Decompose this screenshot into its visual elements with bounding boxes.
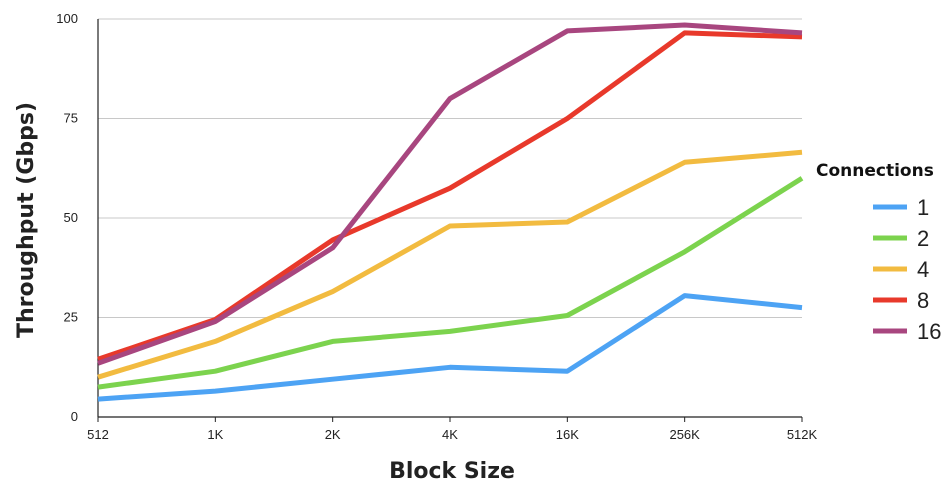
y-tick-label: 75 — [64, 111, 78, 126]
legend-label: 8 — [917, 288, 929, 313]
series-lines — [97, 22, 804, 402]
y-axis-ticks: 0 25 50 75 100 — [56, 11, 78, 424]
legend-label: 2 — [917, 226, 929, 251]
y-tick-label: 100 — [56, 11, 78, 26]
series-line-8 — [97, 30, 803, 362]
legend: Connections 1 2 4 8 16 — [816, 161, 941, 344]
series-line-1 — [97, 293, 803, 402]
legend-label: 4 — [917, 257, 929, 282]
grid-lines — [97, 18, 802, 418]
legend-label: 1 — [917, 195, 929, 220]
x-tick-label: 512 — [87, 427, 109, 442]
legend-title: Connections — [816, 161, 934, 181]
series-line-4 — [97, 149, 803, 380]
y-tick-label: 50 — [64, 210, 78, 225]
x-tick-label: 512K — [787, 427, 818, 442]
x-axis-title: Block Size — [389, 459, 515, 484]
x-tick-label: 256K — [669, 427, 700, 442]
x-axis-ticks: 512 1K 2K 4K 16K 256K 512K — [87, 417, 818, 442]
series-line-16 — [97, 22, 803, 366]
series-line-2 — [97, 176, 804, 390]
x-tick-label: 1K — [207, 427, 223, 442]
y-axis-title: Throughput (Gbps) — [14, 102, 39, 338]
legend-label: 16 — [917, 319, 941, 344]
y-tick-label: 25 — [64, 310, 78, 325]
x-tick-label: 16K — [556, 427, 579, 442]
x-tick-label: 2K — [325, 427, 341, 442]
x-tick-label: 4K — [442, 427, 458, 442]
y-tick-label: 0 — [71, 409, 78, 424]
